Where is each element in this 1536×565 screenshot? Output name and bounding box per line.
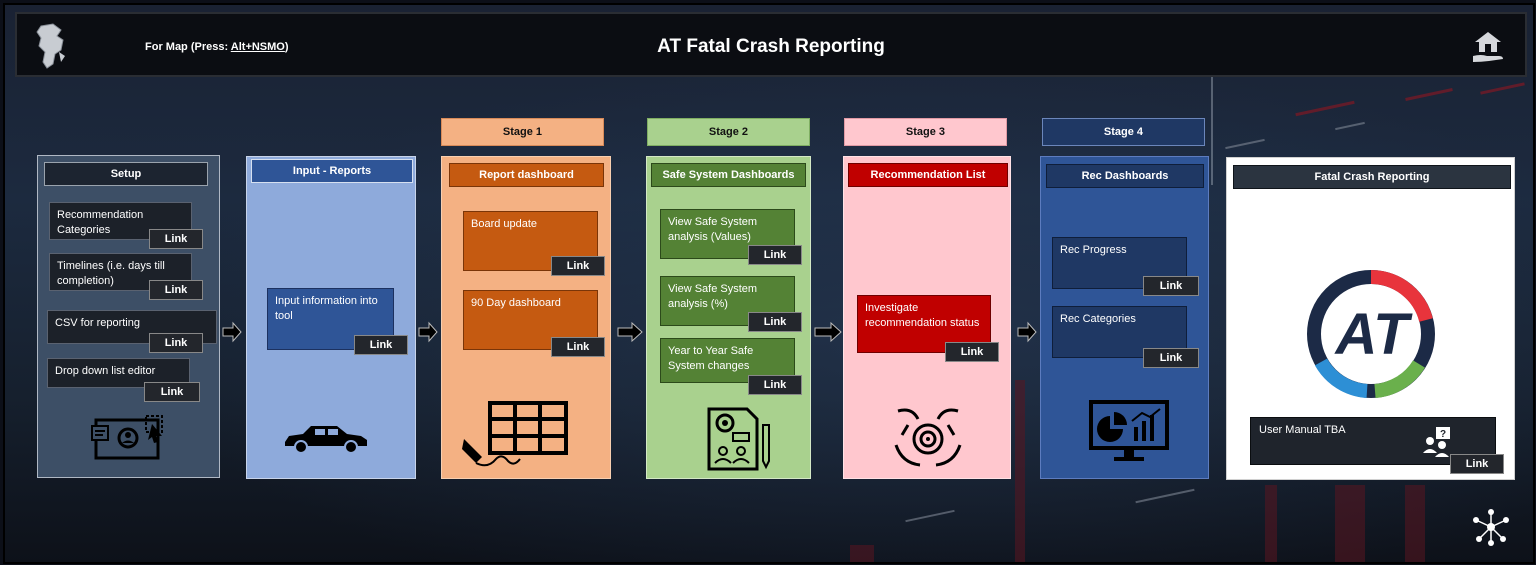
item-label: Timelines (i.e. days till completion) (57, 260, 165, 287)
setup-card-title: Setup (44, 162, 208, 186)
setup-card: Setup Recommendation Categories Link Tim… (37, 155, 220, 478)
safe-link-percent[interactable]: Link (748, 312, 802, 332)
analysis-document-icon (707, 407, 770, 471)
item-label: 90 Day dashboard (471, 297, 561, 309)
map-hint-prefix: For Map (Press: (145, 41, 231, 53)
map-shortcut-link[interactable]: Alt+NSMO (230, 41, 285, 53)
svg-text:?: ? (1440, 429, 1446, 440)
safe-system-card: Safe System Dashboards View Safe System … (646, 156, 811, 479)
input-card-title: Input - Reports (251, 159, 413, 183)
stage-4-tab: Stage 4 (1042, 118, 1205, 146)
item-label: CSV for reporting (55, 317, 140, 329)
stage-2-tab: Stage 2 (647, 118, 810, 146)
recdash-link-progress[interactable]: Link (1143, 276, 1199, 296)
recommendation-list-card: Recommendation List Investigate recommen… (843, 156, 1011, 479)
page-title: AT Fatal Crash Reporting (657, 36, 885, 57)
monitor-dashboard-icon (1089, 400, 1169, 461)
item-label: Year to Year Safe System changes (668, 345, 754, 372)
arrow-right-icon (417, 321, 439, 343)
header-bar: For Map (Press: Alt+NSMO) AT Fatal Crash… (15, 12, 1527, 77)
bg-trend-line (1480, 82, 1525, 95)
setup-link-timelines[interactable]: Link (149, 280, 203, 300)
network-icon[interactable] (1471, 507, 1511, 547)
at-logo-text: AT (1333, 302, 1413, 367)
rec-card-title: Recommendation List (848, 163, 1008, 187)
bg-trend-line (905, 509, 955, 523)
user-manual-link[interactable]: Link (1450, 454, 1504, 474)
stage-3-tab: Stage 3 (844, 118, 1007, 146)
arrow-right-icon (616, 321, 644, 343)
car-icon (285, 426, 367, 454)
bg-gridline (1211, 25, 1213, 185)
bg-bar (1405, 485, 1425, 562)
setup-link-csv[interactable]: Link (149, 333, 203, 353)
recdash-link-categories[interactable]: Link (1143, 348, 1199, 368)
item-label: Drop down list editor (55, 365, 156, 377)
arrow-right-icon (813, 321, 843, 343)
bg-trend-line (1335, 121, 1365, 131)
spreadsheet-pen-icon (462, 401, 568, 467)
report-link-board-update[interactable]: Link (551, 256, 605, 276)
map-icon[interactable] (31, 22, 75, 70)
bg-trend-line (1295, 100, 1355, 117)
user-help-icon: ? (1423, 427, 1450, 457)
input-reports-card: Input - Reports Input information into t… (246, 156, 416, 479)
bg-trend-line (1225, 138, 1265, 150)
setup-link-recommendation-categories[interactable]: Link (149, 229, 203, 249)
item-label: Input information into tool (275, 295, 378, 322)
profile-settings-icon (91, 415, 163, 460)
map-hint-suffix: ) (284, 41, 289, 53)
arrow-right-icon (221, 321, 243, 343)
stage-1-tab: Stage 1 (441, 118, 604, 146)
arrow-right-icon (1016, 321, 1038, 343)
bg-bar (1265, 485, 1277, 562)
report-link-90-day[interactable]: Link (551, 337, 605, 357)
page-frame: For Map (Press: Alt+NSMO) AT Fatal Crash… (3, 3, 1535, 564)
safe-item-percent[interactable]: View Safe System analysis (%) (660, 276, 795, 326)
item-label: Investigate recommendation status (865, 302, 980, 329)
item-label: View Safe System analysis (Values) (668, 216, 758, 243)
safe-link-year-changes[interactable]: Link (748, 375, 802, 395)
rec-link-investigate[interactable]: Link (945, 342, 999, 362)
map-shortcut-hint: For Map (Press: Alt+NSMO) (145, 41, 289, 53)
bg-trend-line (1135, 488, 1195, 504)
report-card-title: Report dashboard (449, 163, 604, 187)
fatal-crash-reporting-card: Fatal Crash Reporting AT User Manual TBA… (1226, 157, 1515, 480)
home-hand-icon[interactable] (1469, 28, 1507, 66)
at-logo: AT (1307, 270, 1435, 398)
bg-bar (1335, 485, 1365, 562)
setup-link-dropdown-editor[interactable]: Link (144, 382, 200, 402)
item-label: Board update (471, 218, 538, 230)
item-label: Rec Categories (1060, 313, 1136, 325)
safe-item-values[interactable]: View Safe System analysis (Values) (660, 209, 795, 259)
report-dashboard-card: Report dashboard Board update Link 90 Da… (441, 156, 611, 479)
safe-card-title: Safe System Dashboards (651, 163, 806, 187)
rec-dashboards-card: Rec Dashboards Rec Progress Link Rec Cat… (1040, 156, 1209, 479)
safe-link-values[interactable]: Link (748, 245, 802, 265)
target-hands-icon (894, 408, 962, 467)
item-label: Rec Progress (1060, 244, 1127, 256)
bg-bar (1015, 380, 1025, 562)
recdash-card-title: Rec Dashboards (1046, 164, 1204, 188)
input-link-info[interactable]: Link (354, 335, 408, 355)
fatal-card-title: Fatal Crash Reporting (1233, 165, 1511, 189)
bg-trend-line (1405, 88, 1453, 101)
bg-bar (850, 545, 874, 562)
item-label: User Manual TBA (1259, 424, 1346, 436)
item-label: View Safe System analysis (%) (668, 283, 758, 310)
item-label: Recommendation Categories (57, 209, 144, 236)
